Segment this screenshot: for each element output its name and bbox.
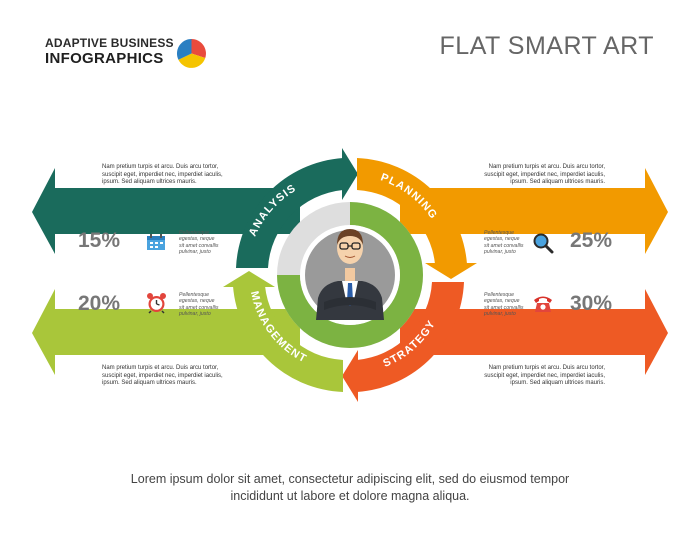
ring-arrowhead-strategy	[342, 350, 358, 402]
stat-description-20: Pellentesque egestas, neque sit amet con…	[179, 292, 234, 317]
footer-line-2: incididunt ut labore et dolore magna ali…	[230, 489, 470, 503]
stat-description-line: Pellentesque	[484, 230, 514, 236]
paragraph-line: suscipit eget, imperdiet nec, imperdiet …	[102, 171, 223, 178]
stat-description-line: pulvinar, justo	[484, 248, 516, 255]
stat-description-line: pulvinar, justo	[179, 248, 211, 255]
paragraph-line: ipsum. Sed aliquam ultrices mauris.	[510, 380, 605, 386]
brand-line-2: INFOGRAPHICS	[45, 50, 164, 67]
arrow-bottom-right	[400, 289, 668, 375]
arrow-top-right	[400, 168, 668, 254]
paragraph-line: ipsum. Sed aliquam ultrices mauris.	[510, 179, 605, 185]
paragraph-line: Nam pretium turpis et arcu. Duis arcu to…	[102, 164, 219, 170]
paragraph-line: ipsum. Sed aliquam ultrices mauris.	[102, 179, 197, 185]
paragraph-line: ipsum. Sed aliquam ultrices mauris.	[102, 380, 197, 386]
paragraph-line: Nam pretium turpis et arcu. Duis arcu to…	[102, 365, 219, 371]
stat-description-30: Pellentesque egestas, neque sit amet con…	[484, 292, 539, 317]
stat-description-line: egestas, neque	[179, 298, 215, 305]
stat-description-line: sit amet convallis	[179, 304, 219, 311]
page-title: FLAT SMART ART	[439, 32, 654, 60]
ring-segment-strategy	[357, 282, 464, 392]
paragraph-bottom-right: Nam pretium turpis et arcu. Duis arcu to…	[480, 365, 605, 388]
ring-arrowhead-planning	[425, 263, 477, 279]
paragraph-line: Nam pretium turpis et arcu. Duis arcu to…	[488, 164, 605, 170]
inner-donut-progress	[277, 202, 423, 348]
paragraph-line: suscipit eget, imperdiet nec, imperdiet …	[102, 372, 223, 379]
paragraph-top-left: Nam pretium turpis et arcu. Duis arcu to…	[102, 164, 227, 187]
brand-line-1: ADAPTIVE BUSINESS	[45, 36, 174, 50]
stat-description-line: sit amet convallis	[179, 242, 219, 249]
stat-description-line: sit amet convallis	[484, 242, 524, 249]
stat-value-30: 30%	[570, 292, 613, 315]
paragraph-bottom-left: Nam pretium turpis et arcu. Duis arcu to…	[102, 365, 227, 388]
stat-description-line: pulvinar, justo	[484, 310, 516, 317]
stat-value-15: 15%	[78, 229, 121, 252]
stat-description-line: egestas, neque	[484, 298, 520, 305]
ring-arrowhead-management	[223, 271, 275, 287]
alarm-clock-icon	[147, 293, 166, 314]
paragraph-top-right: Nam pretium turpis et arcu. Duis arcu to…	[480, 164, 605, 187]
stat-description-line: Pellentesque	[179, 292, 209, 298]
arrow-bottom-left	[32, 289, 300, 375]
stat-description-line: egestas, neque	[179, 236, 215, 243]
stat-description-25: Pellentesque egestas, neque sit amet con…	[484, 230, 539, 255]
magnifier-icon	[533, 233, 554, 254]
stat-description-line: Pellentesque	[179, 230, 209, 236]
stat-value-25: 25%	[570, 229, 613, 252]
calendar-icon	[147, 234, 165, 250]
paragraph-line: suscipit eget, imperdiet nec, imperdiet …	[484, 171, 605, 178]
telephone-icon	[534, 296, 552, 312]
pie-logo-icon	[176, 38, 206, 68]
ring-segment-planning	[357, 158, 467, 264]
paragraph-line: suscipit eget, imperdiet nec, imperdiet …	[484, 372, 605, 379]
footer-text: Lorem ipsum dolor sit amet, consectetur …	[0, 471, 700, 505]
brand-logo-text: ADAPTIVE BUSINESS INFOGRAPHICS	[45, 36, 174, 66]
stat-description-line: Pellentesque	[484, 292, 514, 298]
ring-arrowhead-analysis	[342, 148, 358, 200]
stat-description-line: pulvinar, justo	[179, 310, 211, 317]
stat-description-line: sit amet convallis	[484, 304, 524, 311]
businessman-avatar	[316, 229, 384, 320]
paragraph-line: Nam pretium turpis et arcu. Duis arcu to…	[488, 365, 605, 371]
stat-description-15: Pellentesque egestas, neque sit amet con…	[179, 230, 234, 255]
footer-line-1: Lorem ipsum dolor sit amet, consectetur …	[130, 472, 570, 486]
stat-description-line: egestas, neque	[484, 236, 520, 243]
ring-segment-analysis	[236, 158, 343, 268]
ring-segment-management	[233, 286, 343, 392]
stat-value-20: 20%	[78, 292, 121, 315]
arrow-top-left	[32, 168, 300, 254]
